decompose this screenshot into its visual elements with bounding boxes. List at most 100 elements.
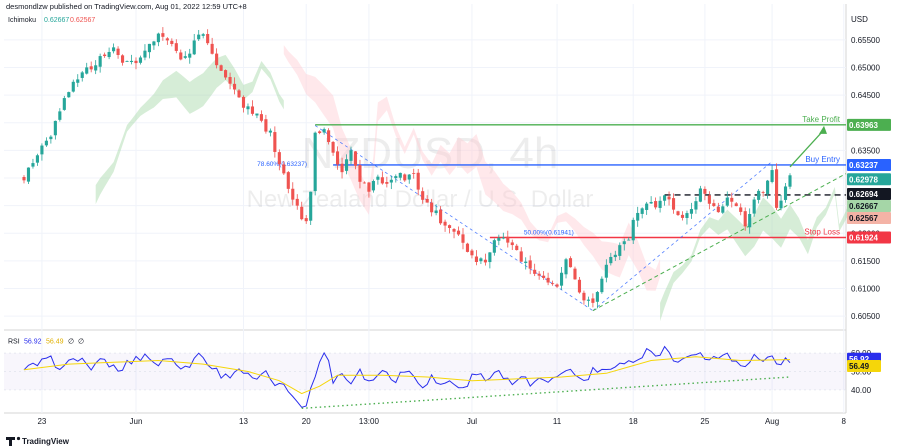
time-tick-label: 11 — [553, 417, 562, 426]
candle-body — [510, 242, 514, 246]
candle-body — [465, 243, 470, 252]
candle-body — [483, 259, 487, 263]
grid — [4, 4, 846, 413]
candle-body — [143, 50, 147, 58]
candle-body — [564, 259, 568, 275]
time-tick-label: 20 — [302, 417, 311, 426]
candle-body — [474, 256, 478, 262]
candle-body — [138, 57, 143, 63]
candle-body — [394, 176, 398, 179]
candle-body — [22, 176, 26, 181]
candle-body — [425, 198, 429, 203]
candle-body — [694, 201, 698, 210]
candlesticks — [22, 27, 792, 309]
candle-body — [783, 186, 788, 200]
candle-body — [188, 53, 192, 58]
candle-body — [116, 48, 120, 55]
time-tick-label: 13 — [239, 417, 248, 426]
candle-body — [210, 43, 214, 54]
candle-body — [537, 273, 541, 276]
candle-body — [192, 40, 196, 55]
watermark: NZDUSD, 4h New Zealand Dollar / U.S. Dol… — [247, 129, 594, 213]
candle-body — [174, 43, 178, 51]
rsi-ma-line — [23, 356, 791, 395]
support-price-label-bg — [847, 187, 891, 200]
candle-body — [430, 202, 434, 213]
candle-body — [671, 198, 676, 210]
indicator-name[interactable]: Ichimoku — [8, 17, 36, 24]
candle-body — [748, 214, 752, 228]
candle-body — [766, 180, 770, 195]
last-price-label-bg — [847, 173, 891, 186]
candle-body — [152, 41, 156, 46]
candle-body — [470, 250, 474, 256]
rsi-ma-value-label-bg — [847, 359, 881, 372]
candle-body — [573, 268, 577, 280]
candle-body — [654, 201, 658, 208]
candle-body — [497, 237, 501, 241]
time-tick-label: 18 — [629, 417, 638, 426]
candle-body — [586, 299, 590, 301]
candle-body — [519, 251, 523, 262]
candle-body — [568, 258, 573, 268]
candle-body — [327, 130, 331, 143]
candle-body — [788, 175, 792, 187]
candle-body — [26, 167, 31, 182]
ichimoku-price-label-1: 0.62667 — [849, 202, 878, 211]
take-profit-arrowhead — [819, 125, 827, 134]
candle-body — [112, 47, 116, 52]
buy-entry-price-label: 0.63237 — [849, 161, 878, 170]
candle-body — [775, 169, 779, 208]
candle-body — [640, 208, 644, 214]
candle-body — [344, 159, 349, 171]
candle-body — [439, 209, 443, 224]
indicator-value-1: 0.62667 — [44, 17, 69, 24]
rsi-value-label: 56.92 — [849, 355, 870, 364]
candle-body — [89, 66, 93, 70]
fibonacci-leg-up — [592, 161, 773, 311]
rsi-ma-value-label: 56.49 — [849, 362, 870, 371]
candle-body — [591, 298, 595, 303]
candle-body — [340, 163, 344, 173]
candle-body — [161, 33, 165, 37]
time-tick-label: 23 — [37, 417, 46, 426]
stop-loss-price-label: 0.61924 — [849, 234, 878, 243]
indicator-value-2: 0.62567 — [70, 17, 95, 24]
price-tick-label: 0.65500 — [851, 36, 880, 45]
candle-body — [237, 90, 241, 98]
candle-body — [246, 106, 250, 110]
candle-body — [658, 200, 662, 208]
candle-body — [165, 38, 169, 41]
candle-body — [663, 195, 667, 201]
candle-body — [604, 264, 608, 278]
candle-body — [488, 252, 492, 263]
candle-body — [224, 70, 228, 78]
time-tick-label: Aug — [765, 417, 779, 426]
candle-body — [358, 165, 362, 182]
candle-body — [215, 53, 219, 66]
candle-body — [407, 174, 411, 180]
candle-body — [273, 132, 277, 152]
watermark-symbol: NZDUSD, 4h — [302, 129, 559, 178]
ichimoku-cloud-bear — [283, 45, 661, 291]
tradingview-brand: TradingView — [22, 437, 70, 446]
candle-body — [479, 258, 483, 262]
fib-level-label: 50.00%(0.61941) — [524, 230, 574, 237]
candle-body — [551, 283, 555, 285]
candle-body — [618, 245, 622, 256]
price-tick-label: 0.61500 — [851, 257, 880, 266]
candle-body — [179, 52, 183, 60]
candle-body — [447, 225, 452, 228]
candle-body — [67, 92, 71, 98]
candle-body — [367, 182, 371, 192]
candle-body — [201, 34, 205, 36]
rsi-trendline — [301, 376, 791, 410]
take-profit-price-label: 0.63963 — [849, 121, 878, 130]
candle-body — [250, 106, 255, 114]
rsi-tick-label: 50.00 — [851, 368, 872, 377]
time-tick-label: Jul — [467, 417, 477, 426]
candle-body — [555, 284, 559, 287]
candle-body — [147, 43, 151, 53]
tradingview-logo[interactable]: TradingView — [6, 436, 70, 446]
